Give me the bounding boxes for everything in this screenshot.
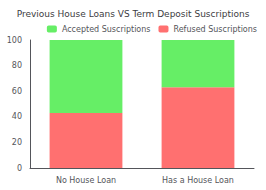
svg-text:80: 80 xyxy=(12,61,22,70)
svg-text:Refused Suscriptions: Refused Suscriptions xyxy=(173,25,257,34)
svg-text:Previous House Loans VS Term D: Previous House Loans VS Term Deposit Sus… xyxy=(17,9,250,19)
svg-text:No House Loan: No House Loan xyxy=(56,176,116,185)
svg-text:100: 100 xyxy=(7,36,22,45)
svg-text:0: 0 xyxy=(17,164,22,173)
svg-text:40: 40 xyxy=(12,112,22,121)
svg-text:Has a House Loan: Has a House Loan xyxy=(162,176,234,185)
svg-text:20: 20 xyxy=(12,138,22,147)
svg-text:60: 60 xyxy=(12,87,22,96)
svg-text:Accepted Suscriptions: Accepted Suscriptions xyxy=(62,25,151,34)
